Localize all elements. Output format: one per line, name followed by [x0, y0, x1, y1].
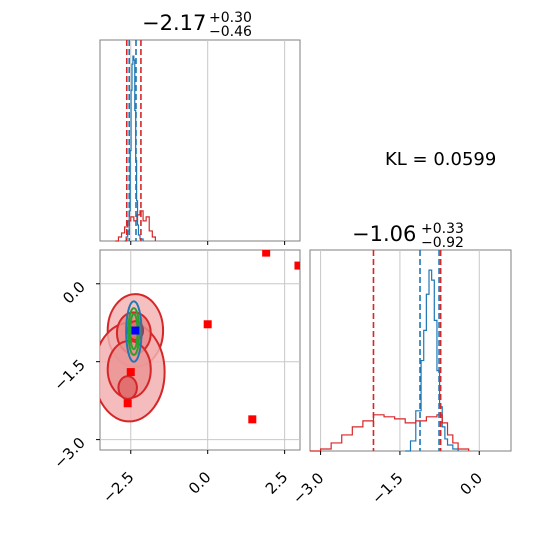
sample-point-marker — [203, 320, 212, 329]
sample-point-marker — [294, 261, 300, 270]
marginal-panel-param-1: −2.17 +0.30 −0.46 — [99, 10, 301, 245]
y-tick-label: −3.0 — [50, 434, 88, 472]
marginal-panel-param-2-title-sub: −0.92 — [421, 235, 464, 251]
sample-point-marker — [248, 415, 257, 424]
marginal-panel-param-2-title-value: −1.06 — [352, 222, 416, 246]
joint-panel-param-1-2: −2.5 0.0 2.5 0.0 −1.5 −3.0 — [50, 249, 301, 507]
x-tick-label: −1.5 — [368, 469, 406, 507]
density-step-line — [115, 210, 156, 242]
marginal-panel-param-2-frame — [309, 249, 512, 452]
marginal-panel-param-2-title-sup: +0.33 — [421, 221, 464, 237]
x-tick-label: −2.5 — [99, 468, 137, 506]
x-tick-label: 2.5 — [262, 468, 292, 498]
marginal-panel-param-1-title-sub: −0.46 — [209, 24, 252, 40]
density-contour — [117, 375, 138, 401]
marginal-panel-param-2-grid — [320, 250, 480, 451]
marginal-panel-param-1-quantile-lines — [125, 40, 142, 241]
joint-panel-points — [123, 250, 300, 424]
sample-point-marker — [131, 326, 140, 335]
x-tick-label: −3.0 — [289, 469, 327, 507]
x-tick-label: 0.0 — [185, 468, 215, 498]
marginal-panel-param-2-series — [310, 269, 470, 452]
y-tick-label: −1.5 — [50, 356, 88, 394]
density-step-line — [310, 414, 470, 452]
marginal-panel-param-1-title-sup: +0.30 — [209, 10, 252, 26]
marginal-panel-param-2-ticks: −3.0 −1.5 0.0 — [289, 451, 486, 508]
marginal-panel-param-1-ticks — [130, 241, 286, 245]
marginal-panel-param-2-quantile-lines — [372, 250, 442, 451]
marginal-panel-param-2-title: −1.06 — [352, 222, 416, 246]
density-contour — [125, 300, 143, 363]
sample-point-marker — [262, 250, 271, 257]
density-step-line — [405, 269, 459, 452]
marginal-panel-param-1-frame — [99, 39, 301, 242]
x-tick-label: 0.0 — [456, 469, 486, 499]
marginal-panel-param-2: −3.0 −1.5 0.0 −1.06 +0.33 −0.92 — [289, 221, 512, 508]
y-tick-label: 0.0 — [59, 278, 89, 308]
sample-point-marker — [123, 399, 132, 408]
kl-divergence-label: KL = 0.0599 — [385, 149, 496, 170]
marginal-panel-param-1-title-value: −2.17 — [142, 11, 206, 35]
sample-point-marker — [126, 368, 135, 377]
marginal-panel-param-1-title: −2.17 — [142, 11, 206, 35]
